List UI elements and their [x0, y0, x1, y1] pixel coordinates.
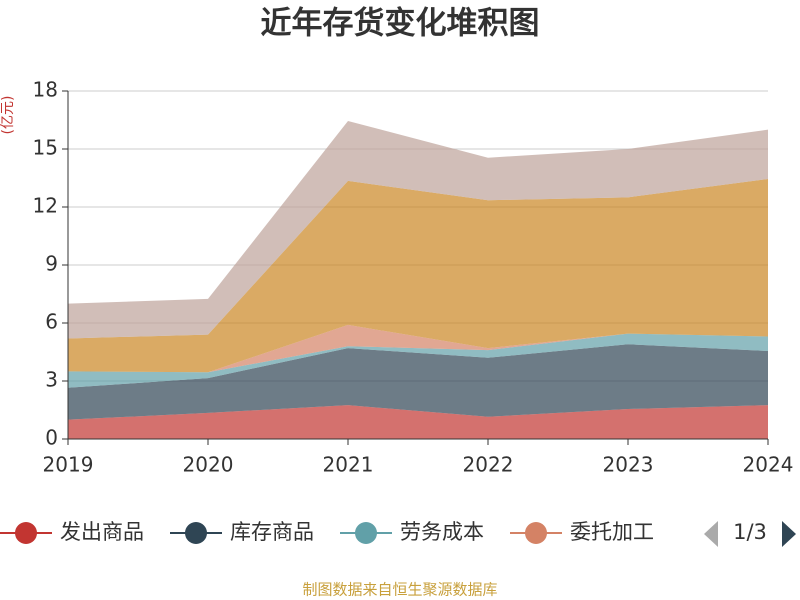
x-tick-label: 2022: [463, 453, 514, 477]
legend-page: 1/3: [733, 520, 767, 544]
legend-label[interactable]: 劳务成本: [400, 520, 484, 544]
area: [68, 178, 768, 373]
legend-marker[interactable]: [525, 522, 547, 544]
y-tick-label: 0: [45, 426, 58, 450]
chart-title: 近年存货变化堆积图: [261, 6, 540, 42]
area: [68, 405, 768, 439]
legend-label[interactable]: 库存商品: [230, 520, 314, 544]
y-tick-label: 12: [33, 194, 58, 218]
y-tick-label: 3: [45, 368, 58, 392]
area: [68, 333, 768, 388]
source-note: 制图数据来自恒生聚源数据库: [302, 581, 497, 599]
legend-prev[interactable]: [704, 521, 718, 547]
y-axis-label: (亿元): [0, 96, 16, 135]
area: [68, 120, 768, 339]
y-tick-label: 6: [45, 310, 58, 334]
y-tick-label: 9: [45, 252, 58, 276]
area: [68, 344, 768, 420]
legend-label[interactable]: 发出商品: [60, 520, 144, 544]
x-tick-label: 2019: [43, 453, 94, 477]
x-tick-label: 2020: [183, 453, 234, 477]
y-tick-label: 18: [33, 78, 58, 102]
legend-marker[interactable]: [15, 522, 37, 544]
legend-next[interactable]: [782, 521, 796, 547]
legend-marker[interactable]: [355, 522, 377, 544]
x-tick-label: 2021: [323, 453, 374, 477]
x-tick-label: 2023: [603, 453, 654, 477]
y-tick-label: 15: [33, 136, 58, 160]
legend-label[interactable]: 委托加工: [570, 520, 654, 544]
legend-marker[interactable]: [185, 522, 207, 544]
x-tick-label: 2024: [743, 453, 794, 477]
